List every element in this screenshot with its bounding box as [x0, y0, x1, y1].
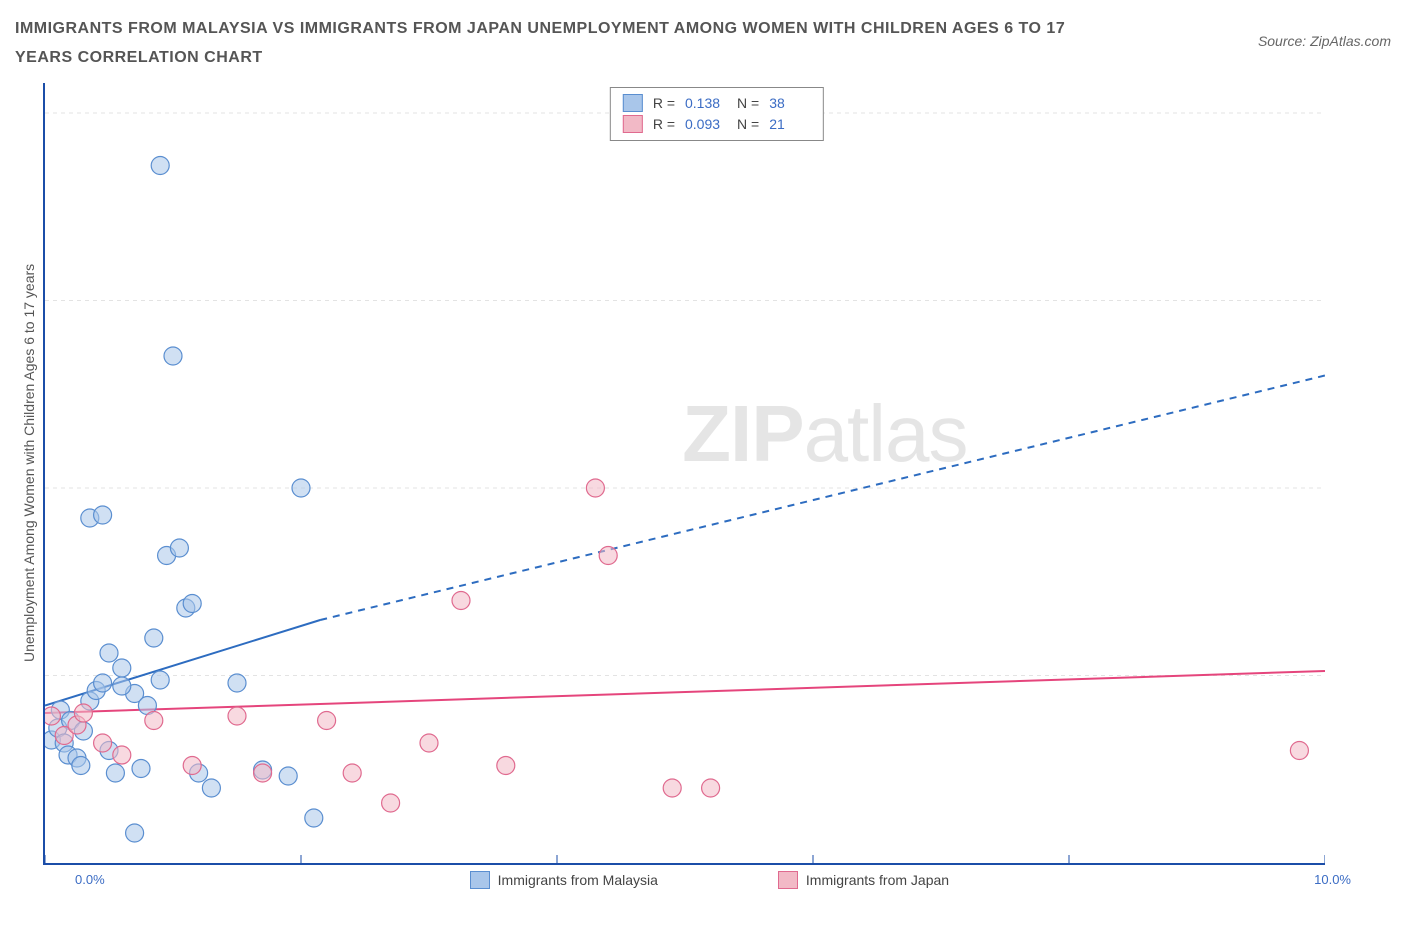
legend-label: Immigrants from Japan: [806, 872, 949, 888]
x-axis-footer: 0.0% Immigrants from MalaysiaImmigrants …: [15, 871, 1391, 889]
chart-area: Unemployment Among Women with Children A…: [15, 83, 1391, 865]
y-axis-label: Unemployment Among Women with Children A…: [15, 143, 43, 783]
scatter-plot: [43, 83, 1325, 865]
legend-swatch: [470, 871, 490, 889]
source-credit: Source: ZipAtlas.com: [1258, 33, 1391, 49]
x-tick-max: 10.0%: [1314, 872, 1351, 887]
legend-row: R =0.138N =38: [623, 93, 811, 114]
legend-row: R =0.093N =21: [623, 114, 811, 135]
legend-label: Immigrants from Malaysia: [498, 872, 658, 888]
legend-swatch: [623, 115, 643, 133]
legend-swatch: [778, 871, 798, 889]
legend-item: Immigrants from Malaysia: [470, 871, 658, 889]
legend-item: Immigrants from Japan: [778, 871, 949, 889]
correlation-legend: R =0.138N =38R =0.093N =21: [610, 87, 824, 141]
x-tick-min: 0.0%: [75, 872, 105, 887]
legend-swatch: [623, 94, 643, 112]
series-legend: Immigrants from Malaysia Immigrants from …: [165, 871, 1254, 889]
chart-title: IMMIGRANTS FROM MALAYSIA VS IMMIGRANTS F…: [15, 15, 1115, 73]
